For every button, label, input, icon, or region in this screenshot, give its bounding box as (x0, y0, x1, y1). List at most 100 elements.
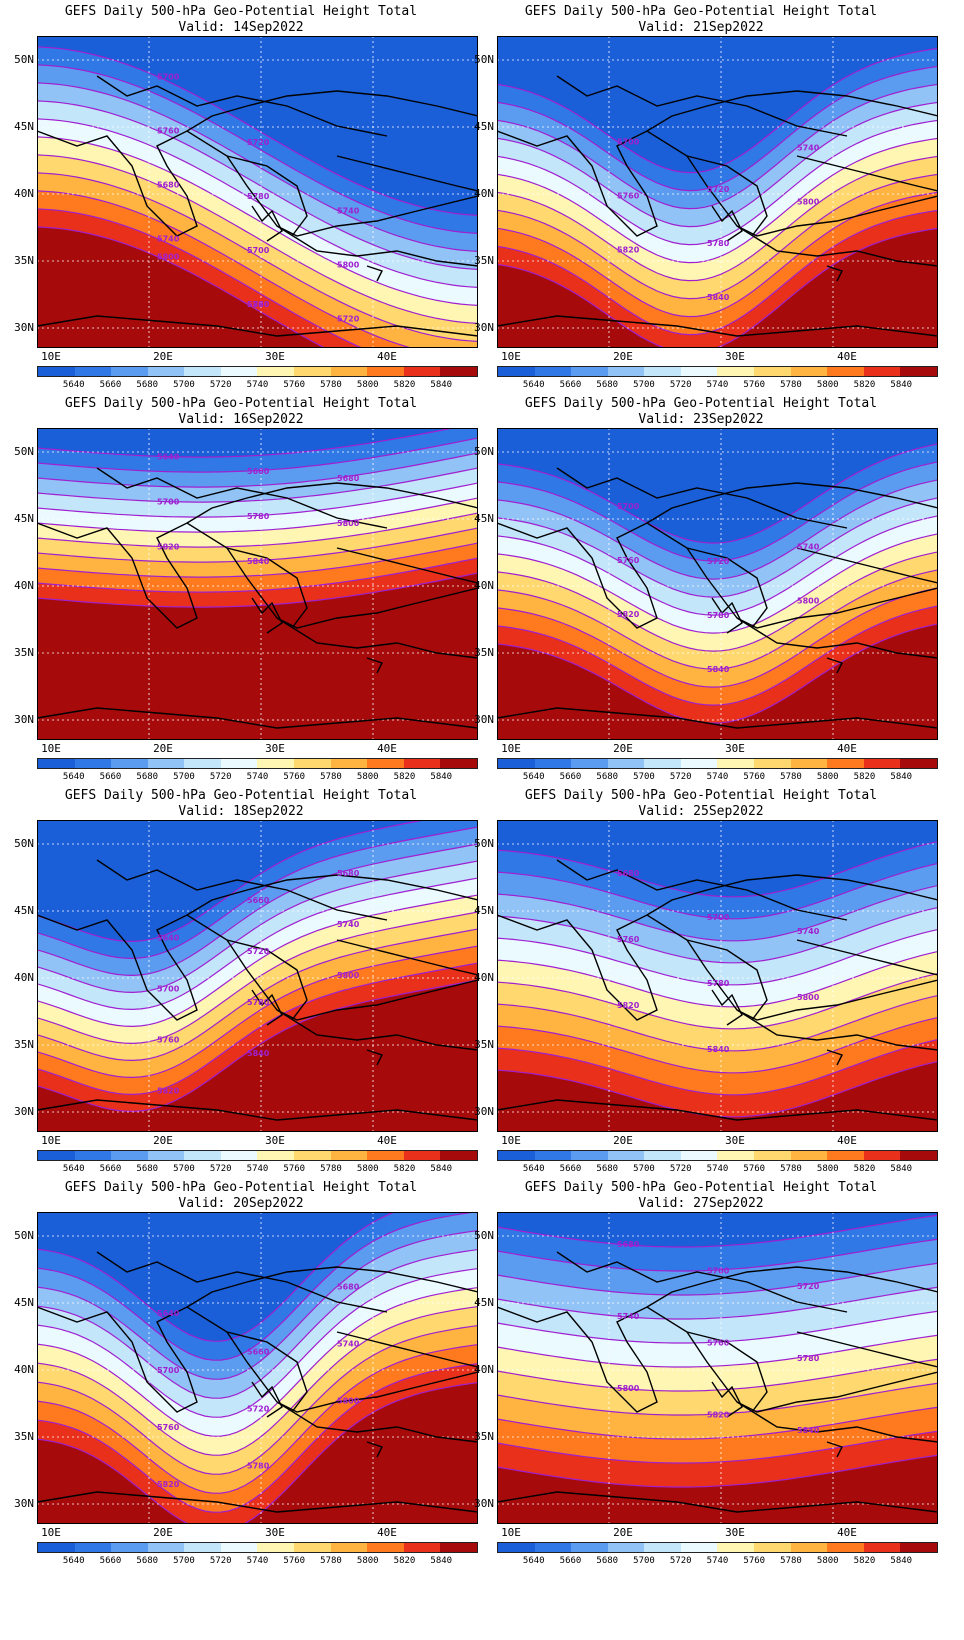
contour-label: 5820 (707, 1410, 730, 1419)
coastline-border (686, 155, 768, 237)
map-panel: GEFS Daily 500-hPa Geo-Potential Height … (460, 784, 942, 1194)
colorbar-label: 5700 (633, 1164, 655, 1174)
panel-title: GEFS Daily 500-hPa Geo-Potential Height … (64, 396, 418, 411)
map-panel: GEFS Daily 500-hPa Geo-Potential Height … (460, 392, 942, 802)
colorbar-label: 5700 (633, 380, 655, 390)
colorbar-label: 5640 (62, 772, 85, 782)
colorbar-swatch (184, 1151, 221, 1160)
contour-line (497, 83, 938, 210)
colorbar-label: 5720 (209, 772, 232, 782)
colorbar-label: 5680 (136, 772, 159, 782)
contour-line (37, 452, 478, 488)
contour-line (497, 1310, 938, 1344)
colorbar-swatch (534, 1151, 572, 1160)
colorbar-swatch (607, 1543, 645, 1552)
colorbar-swatch (111, 1151, 148, 1160)
coastline-border (251, 989, 283, 1026)
colorbar-label: 5740 (706, 1556, 729, 1566)
coastline-border (276, 1401, 478, 1443)
coastline-border (796, 939, 938, 976)
height-field: 5640 5660 5680 5700 5780 5800 5820 5840 (37, 428, 478, 740)
latitude-label: 35N (14, 1430, 34, 1443)
panel-title: GEFS Daily 500-hPa Geo-Potential Height … (524, 4, 878, 19)
coastline-border (276, 225, 478, 267)
colorbar-label: 5840 (430, 1556, 453, 1566)
colorbar-label: 5780 (320, 1164, 342, 1174)
colorbar-label: 5760 (283, 380, 306, 390)
panel-title: GEFS Daily 500-hPa Geo-Potential Height … (524, 1180, 878, 1195)
colorbar-swatch (367, 1543, 404, 1552)
latitude-label: 40N (14, 1363, 34, 1376)
longitude-label: 30E (265, 350, 285, 363)
colorbar-label: 5760 (283, 1164, 306, 1174)
contour-line (497, 623, 938, 724)
colorbar-swatch (498, 1543, 535, 1552)
contour-line (37, 1382, 478, 1524)
map-frame (37, 1212, 478, 1524)
contour-line (37, 877, 478, 1011)
contour-line (37, 428, 457, 458)
colorbar-swatch (754, 1151, 791, 1160)
coastline-border (226, 155, 308, 237)
colorbar-swatch (257, 1151, 295, 1160)
map-frame (37, 36, 478, 348)
coastline-border (826, 1049, 843, 1066)
colorbar-label: 5640 (522, 1164, 545, 1174)
latitude-label: 50N (474, 837, 494, 850)
colorbar-label: 5720 (669, 380, 692, 390)
colorbar-swatch (330, 759, 368, 768)
contour-line (37, 1306, 478, 1456)
height-field: 5680 5700 5720 5740 5760 5780 5800 5820 5840 (497, 1212, 938, 1524)
contour-label: 5680 (337, 1283, 360, 1292)
colorbar-label: 5700 (173, 772, 195, 782)
longitude-label: 10E (41, 742, 61, 755)
contour-line (497, 907, 938, 964)
coastline-border (251, 1381, 283, 1418)
colorbar (497, 366, 938, 377)
longitude-label: 10E (501, 1134, 521, 1147)
colorbar (497, 1542, 938, 1553)
contour-label: 5780 (707, 611, 730, 620)
coastline-border (37, 1099, 478, 1121)
longitude-label: 30E (265, 1134, 285, 1147)
contour-line (497, 1039, 938, 1096)
colorbar-swatch (900, 367, 937, 376)
latitude-label: 50N (14, 1229, 34, 1242)
longitude-label: 20E (153, 1526, 173, 1539)
coastline-border (686, 547, 768, 629)
contour-line (37, 46, 478, 216)
colorbar-label: 5800 (816, 380, 839, 390)
colorbar-label: 5760 (283, 1556, 306, 1566)
contour-label: 5800 (797, 597, 820, 606)
longitude-label: 10E (41, 1134, 61, 1147)
longitude-label: 20E (613, 350, 633, 363)
coastline-border (366, 1441, 383, 1458)
fill-band (37, 36, 478, 216)
fill-band (37, 428, 478, 458)
colorbar-swatch (147, 1151, 185, 1160)
latitude-label: 35N (474, 254, 494, 267)
contour-line (37, 1363, 478, 1513)
coastline-border (336, 1331, 478, 1368)
colorbar-swatch (607, 759, 645, 768)
colorbar-swatch (534, 367, 572, 376)
contour-label: 5760 (157, 1036, 180, 1045)
colorbar-label: 5640 (62, 1164, 85, 1174)
colorbar (37, 758, 478, 769)
colorbar-swatch (607, 1151, 645, 1160)
contour-line (37, 190, 414, 348)
colorbar-swatch (827, 1543, 864, 1552)
contour-label: 5740 (617, 1312, 640, 1321)
longitude-label: 20E (153, 1134, 173, 1147)
colorbar-label: 5720 (209, 1556, 232, 1566)
map-frame (497, 428, 938, 740)
contour-label: 5760 (157, 1423, 180, 1432)
contour-line (37, 542, 478, 578)
contour-label: 5840 (707, 293, 730, 302)
contour-label: 5800 (157, 252, 180, 261)
latitude-label: 50N (474, 53, 494, 66)
map-plot: 5680 5700 5720 5740 5760 5780 5800 5820 5840 (497, 1212, 938, 1524)
map-plot: 5640 5660 5680 5700 5720 5740 5760 5780 5800 5820 (37, 1212, 478, 1524)
latitude-label: 50N (14, 837, 34, 850)
colorbar-swatch (257, 759, 295, 768)
